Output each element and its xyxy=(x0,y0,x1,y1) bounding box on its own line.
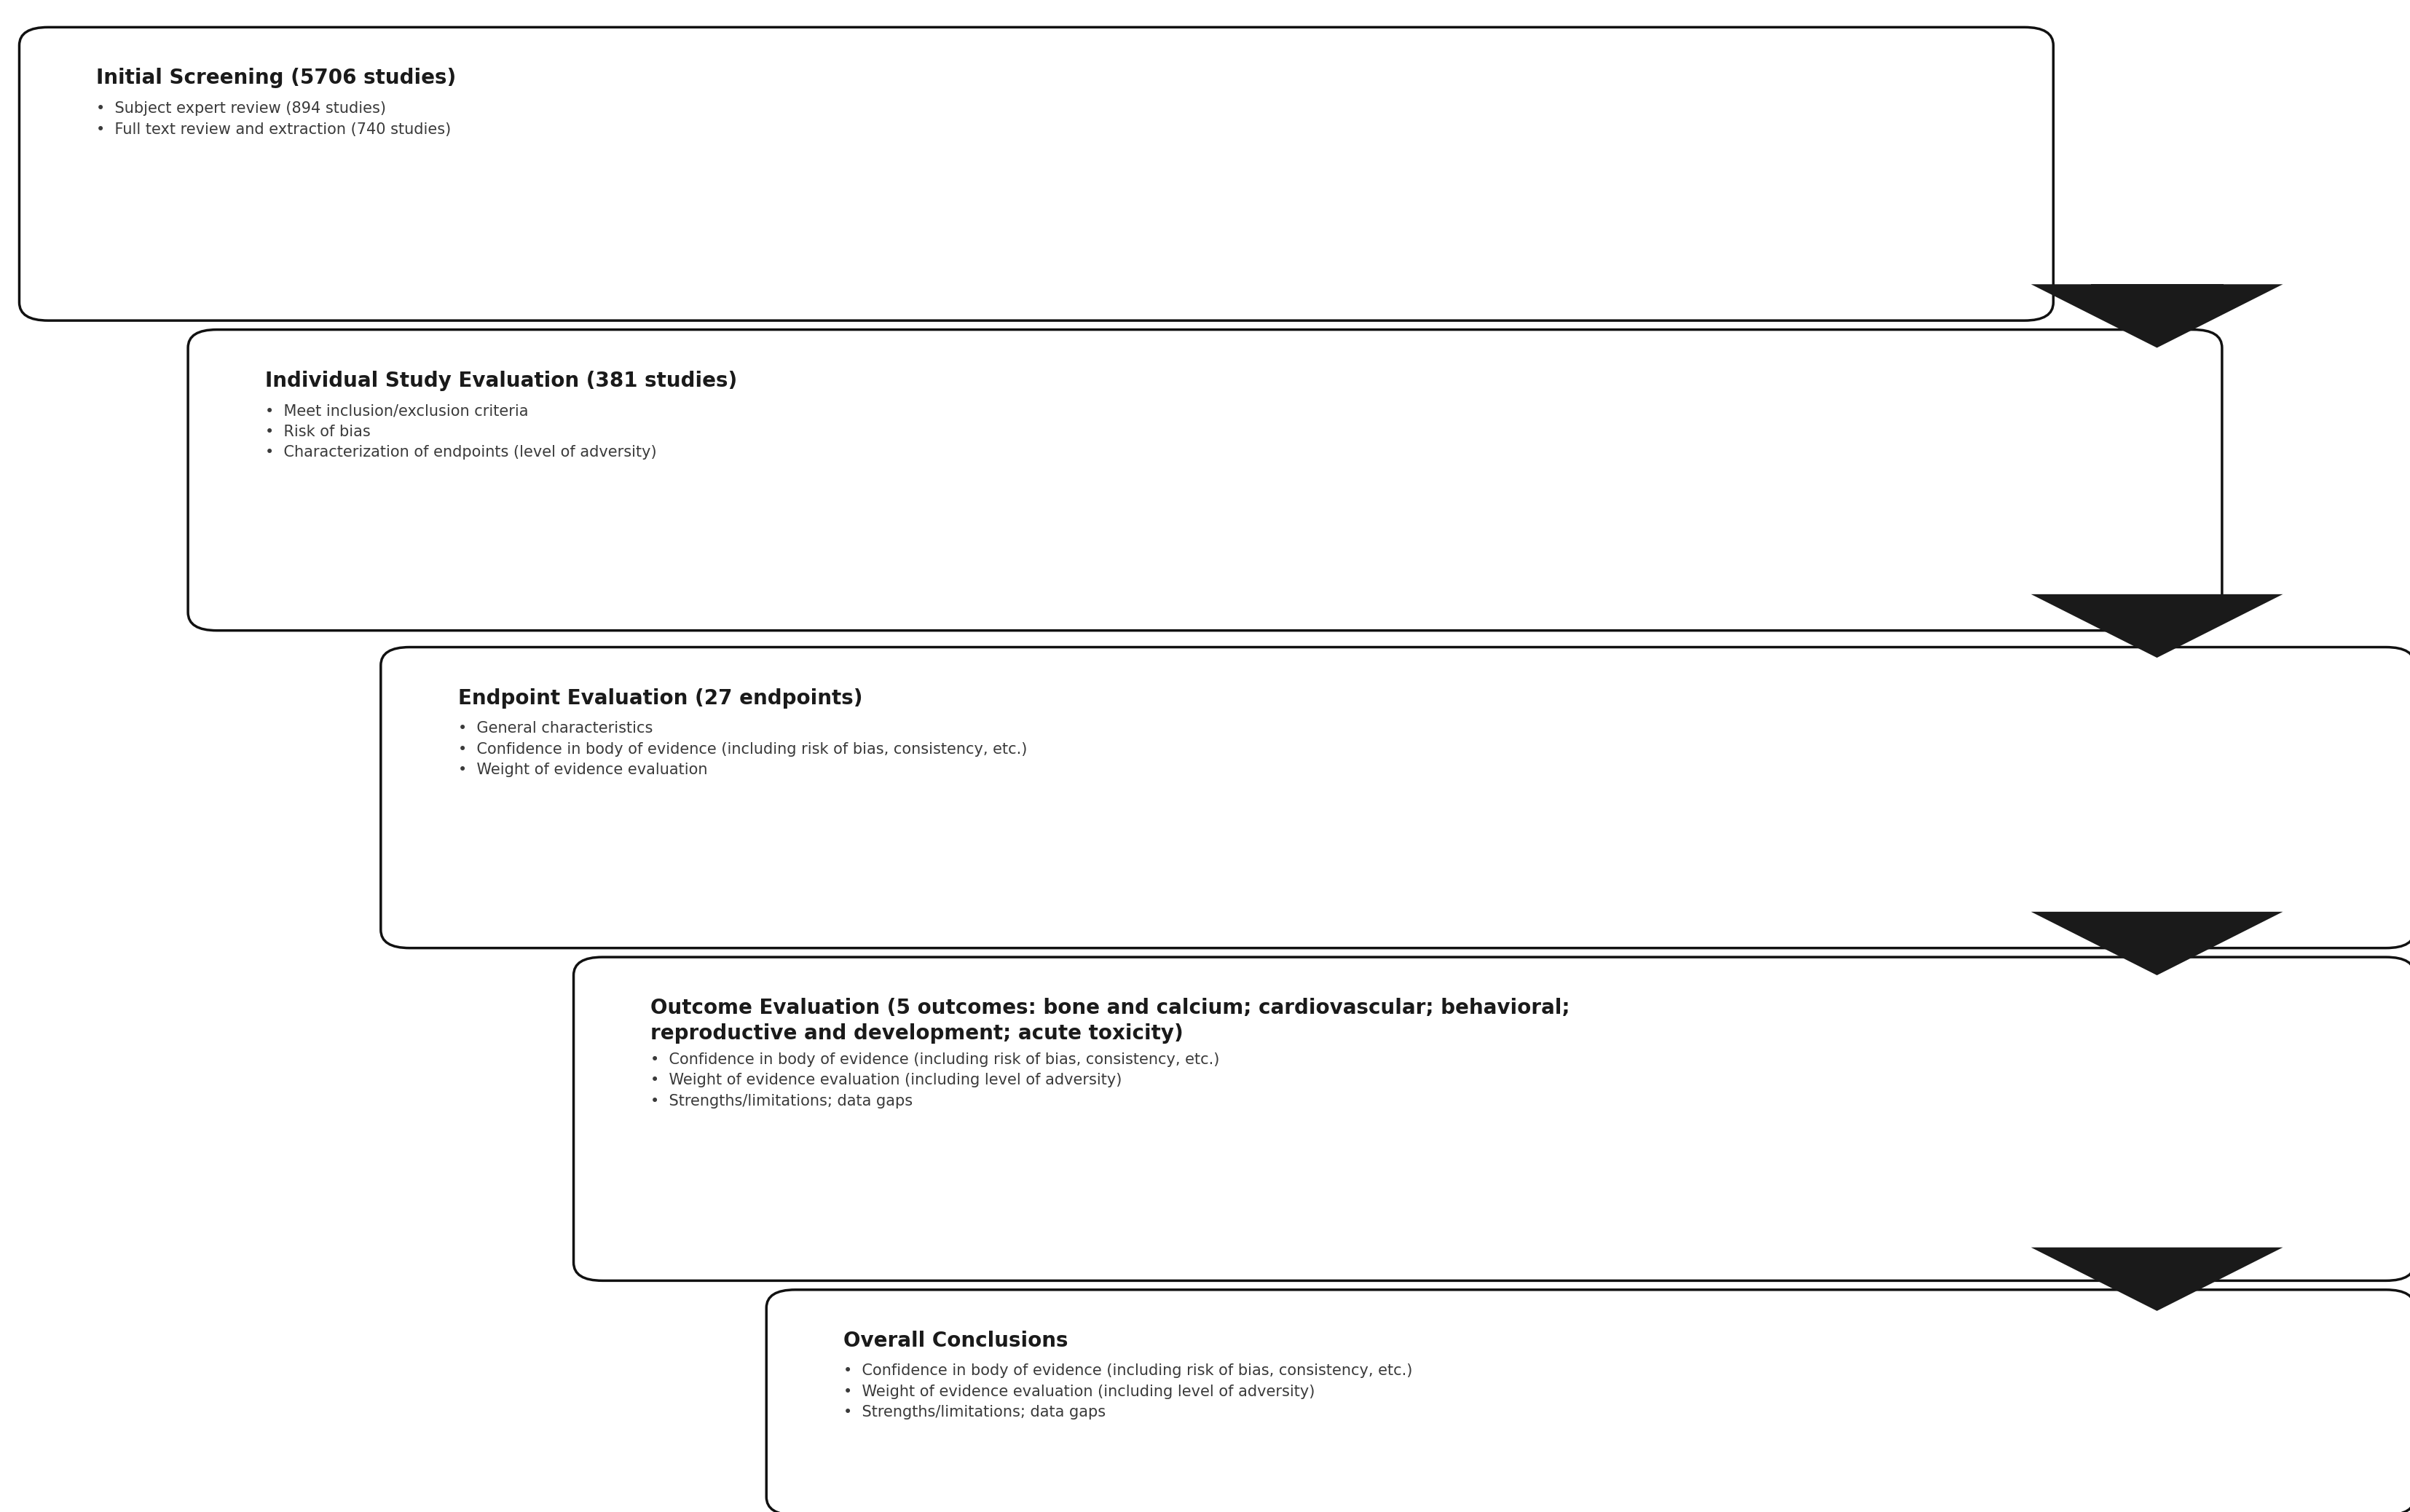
Text: Outcome Evaluation (5 outcomes: bone and calcium; cardiovascular; behavioral;
re: Outcome Evaluation (5 outcomes: bone and… xyxy=(651,998,1571,1043)
Polygon shape xyxy=(2089,594,2222,612)
Text: Overall Conclusions: Overall Conclusions xyxy=(843,1331,1068,1350)
Text: •  Risk of bias: • Risk of bias xyxy=(265,425,371,438)
Text: •  Confidence in body of evidence (including risk of bias, consistency, etc.): • Confidence in body of evidence (includ… xyxy=(651,1052,1219,1067)
Text: •  Characterization of endpoints (level of adversity): • Characterization of endpoints (level o… xyxy=(265,445,656,460)
Polygon shape xyxy=(2032,594,2282,658)
Text: •  Strengths/limitations; data gaps: • Strengths/limitations; data gaps xyxy=(843,1405,1106,1420)
FancyBboxPatch shape xyxy=(766,1290,2410,1512)
Text: •  Confidence in body of evidence (including risk of bias, consistency, etc.): • Confidence in body of evidence (includ… xyxy=(458,742,1027,756)
Polygon shape xyxy=(2032,1247,2282,1311)
Text: •  Confidence in body of evidence (including risk of bias, consistency, etc.): • Confidence in body of evidence (includ… xyxy=(843,1364,1412,1379)
Polygon shape xyxy=(2089,284,2222,302)
FancyBboxPatch shape xyxy=(19,27,2053,321)
Polygon shape xyxy=(2032,912,2282,975)
Text: •  Weight of evidence evaluation: • Weight of evidence evaluation xyxy=(458,762,709,777)
Text: Initial Screening (5706 studies): Initial Screening (5706 studies) xyxy=(96,68,455,88)
Text: •  Weight of evidence evaluation (including level of adversity): • Weight of evidence evaluation (includi… xyxy=(651,1074,1123,1087)
Text: •  Strengths/limitations; data gaps: • Strengths/limitations; data gaps xyxy=(651,1093,913,1108)
FancyBboxPatch shape xyxy=(381,647,2410,948)
FancyBboxPatch shape xyxy=(574,957,2410,1281)
Text: Individual Study Evaluation (381 studies): Individual Study Evaluation (381 studies… xyxy=(265,370,737,390)
Text: •  General characteristics: • General characteristics xyxy=(458,721,653,736)
Polygon shape xyxy=(2089,912,2222,930)
Text: Endpoint Evaluation (27 endpoints): Endpoint Evaluation (27 endpoints) xyxy=(458,688,863,708)
Text: •  Full text review and extraction (740 studies): • Full text review and extraction (740 s… xyxy=(96,122,451,136)
Text: •  Weight of evidence evaluation (including level of adversity): • Weight of evidence evaluation (includi… xyxy=(843,1385,1316,1399)
Text: •  Subject expert review (894 studies): • Subject expert review (894 studies) xyxy=(96,101,386,116)
FancyBboxPatch shape xyxy=(188,330,2222,631)
Polygon shape xyxy=(2032,284,2282,348)
Text: •  Meet inclusion/exclusion criteria: • Meet inclusion/exclusion criteria xyxy=(265,404,528,419)
Polygon shape xyxy=(2089,1247,2222,1263)
